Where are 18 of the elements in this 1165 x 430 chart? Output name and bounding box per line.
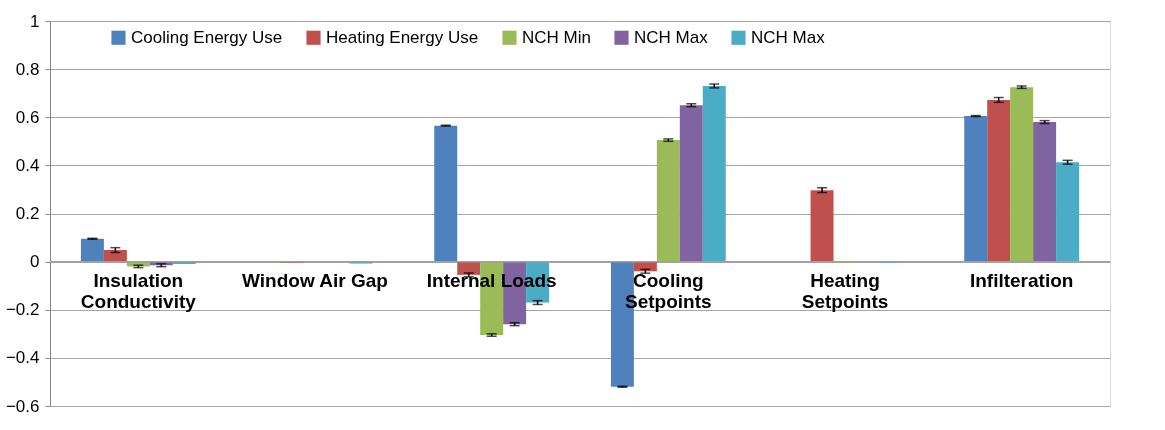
legend-label: Heating Energy Use (326, 27, 479, 47)
y-tick-label: −0.4 (5, 348, 40, 368)
x-tick-label: Infilteration (969, 270, 1074, 292)
x-tick-label: Window Air Gap (242, 270, 388, 292)
legend-label: NCH Min (522, 27, 591, 47)
y-tick-label: 0.8 (15, 59, 40, 79)
legend-label: Cooling Energy Use (131, 27, 283, 47)
y-tick-label: −0.2 (5, 300, 40, 320)
y-tick-label: 1 (30, 11, 40, 31)
legend-label: NCH Max (751, 27, 826, 47)
legend-label: NCH Max (634, 27, 709, 47)
y-tick-label: −0.6 (5, 396, 40, 416)
x-tick-label: Insulation Conductivity (80, 270, 197, 313)
y-tick-label: 0.2 (15, 204, 40, 223)
y-tick-label: 0.4 (15, 155, 40, 175)
y-tick-label: 0.6 (15, 107, 40, 127)
x-tick-label: Heating Setpoints (801, 270, 889, 313)
y-tick-label: 0 (30, 252, 40, 272)
